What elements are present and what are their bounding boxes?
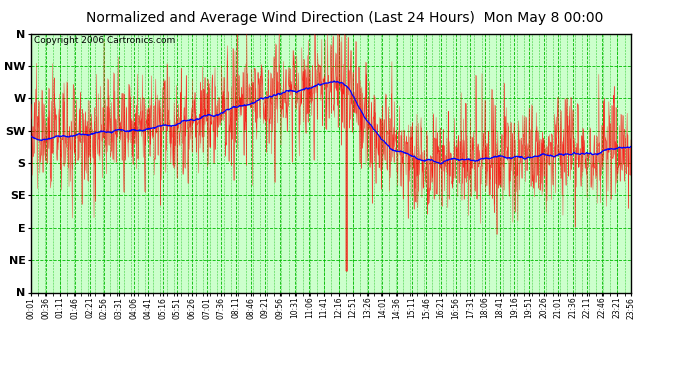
Text: Copyright 2006 Cartronics.com: Copyright 2006 Cartronics.com: [34, 36, 175, 45]
Text: Normalized and Average Wind Direction (Last 24 Hours)  Mon May 8 00:00: Normalized and Average Wind Direction (L…: [86, 11, 604, 25]
